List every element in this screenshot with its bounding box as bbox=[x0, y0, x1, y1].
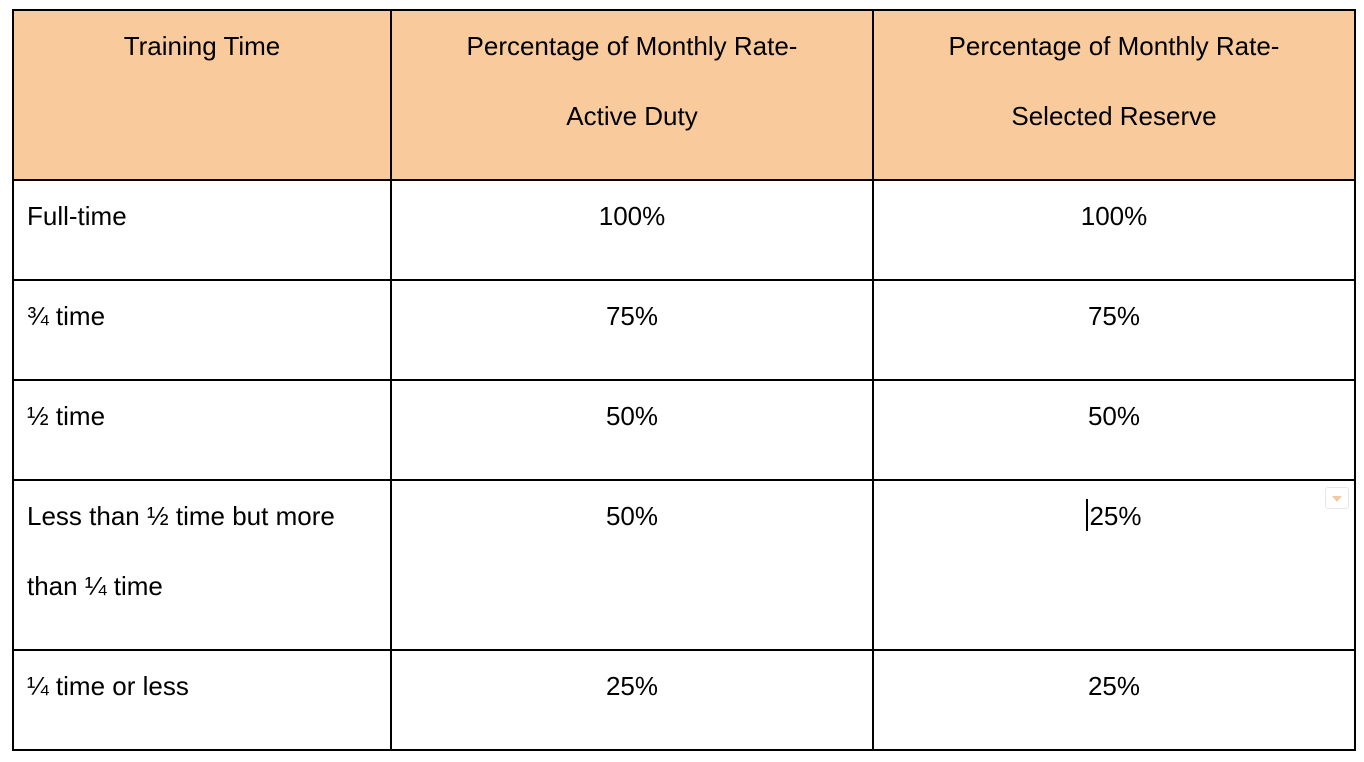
header-active-duty[interactable]: Percentage of Monthly Rate- Active Duty bbox=[390, 9, 874, 181]
cell-training-time[interactable]: ½ time bbox=[12, 379, 392, 481]
training-time-text: ¾ time bbox=[27, 301, 106, 331]
header-training-time-line-1: Training Time bbox=[123, 31, 281, 61]
header-selected-reserve[interactable]: Percentage of Monthly Rate- Selected Res… bbox=[872, 9, 1356, 181]
training-rate-table: Training Time Percentage of Monthly Rate… bbox=[12, 9, 1356, 751]
selected-reserve-value: 50% bbox=[1087, 401, 1141, 431]
cell-active-duty[interactable]: 50% bbox=[390, 479, 874, 651]
table-row-three-quarter-time: ¾ time 75% 75% bbox=[12, 279, 1356, 381]
cell-selected-reserve[interactable]: 100% bbox=[872, 179, 1356, 281]
cell-selected-reserve[interactable]: 75% bbox=[872, 279, 1356, 381]
selected-reserve-value: 25% bbox=[1087, 671, 1141, 701]
selected-reserve-value: 75% bbox=[1087, 301, 1141, 331]
header-active-duty-line-1: Percentage of Monthly Rate- bbox=[466, 31, 798, 61]
header-selected-reserve-line-1: Percentage of Monthly Rate- bbox=[948, 31, 1280, 61]
cell-selected-reserve-active[interactable]: 25% bbox=[872, 479, 1356, 651]
active-duty-value: 75% bbox=[605, 301, 659, 331]
table-header-row: Training Time Percentage of Monthly Rate… bbox=[12, 9, 1356, 181]
cell-active-duty[interactable]: 75% bbox=[390, 279, 874, 381]
training-time-text: ½ time bbox=[27, 401, 106, 431]
chevron-down-icon bbox=[1332, 496, 1342, 502]
cell-active-duty[interactable]: 50% bbox=[390, 379, 874, 481]
text-cursor bbox=[1086, 499, 1089, 532]
cell-dropdown-button[interactable] bbox=[1325, 487, 1349, 509]
selected-reserve-value: 100% bbox=[1080, 201, 1148, 231]
training-time-text: Full-time bbox=[27, 201, 127, 231]
cell-selected-reserve[interactable]: 25% bbox=[872, 649, 1356, 751]
cell-training-time[interactable]: Less than ½ time but more than ¼ time bbox=[12, 479, 392, 651]
cell-training-time[interactable]: ¾ time bbox=[12, 279, 392, 381]
cell-selected-reserve[interactable]: 50% bbox=[872, 379, 1356, 481]
table-row-full-time: Full-time 100% 100% bbox=[12, 179, 1356, 281]
table-row-half-time: ½ time 50% 50% bbox=[12, 379, 1356, 481]
active-duty-value: 50% bbox=[605, 401, 659, 431]
training-time-text-line-1: Less than ½ time but more bbox=[27, 501, 335, 531]
training-time-text-line-2: than ¼ time bbox=[27, 571, 163, 601]
table-row-less-than-half-time: Less than ½ time but more than ¼ time 50… bbox=[12, 479, 1356, 651]
cell-training-time[interactable]: ¼ time or less bbox=[12, 649, 392, 751]
header-selected-reserve-line-2: Selected Reserve bbox=[1011, 101, 1217, 131]
cell-active-duty[interactable]: 100% bbox=[390, 179, 874, 281]
header-training-time[interactable]: Training Time bbox=[12, 9, 392, 181]
cell-training-time[interactable]: Full-time bbox=[12, 179, 392, 281]
selected-reserve-value: 25% bbox=[1089, 501, 1142, 531]
active-duty-value: 100% bbox=[598, 201, 666, 231]
active-duty-value: 25% bbox=[605, 671, 659, 701]
table-row-quarter-time-or-less: ¼ time or less 25% 25% bbox=[12, 649, 1356, 751]
training-time-text: ¼ time or less bbox=[27, 671, 189, 701]
header-active-duty-line-2: Active Duty bbox=[566, 101, 698, 131]
cell-active-duty[interactable]: 25% bbox=[390, 649, 874, 751]
active-duty-value: 50% bbox=[605, 501, 659, 531]
